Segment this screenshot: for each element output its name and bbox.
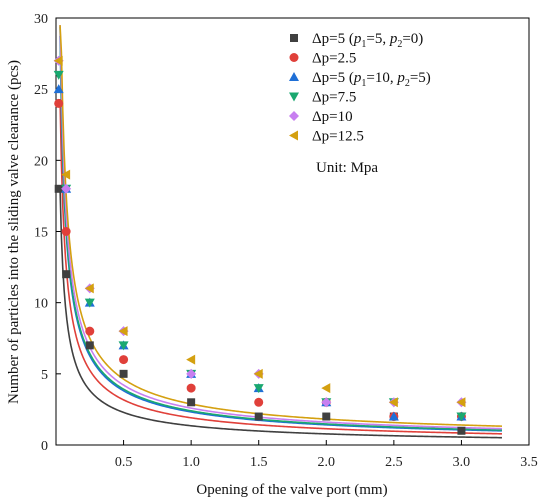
- data-point: [254, 397, 264, 407]
- data-points: [53, 55, 467, 435]
- data-point: [118, 341, 129, 351]
- data-point: [253, 368, 263, 379]
- legend-label: Δp=5 (p1=10, p2=5): [312, 70, 431, 89]
- data-point: [61, 169, 71, 180]
- legend-label: Δp=12.5: [312, 129, 364, 145]
- fit-line: [59, 98, 502, 435]
- data-point: [388, 411, 399, 421]
- legend-marker: [289, 53, 299, 62]
- data-point: [53, 70, 64, 80]
- y-tick-label: 25: [34, 83, 48, 98]
- fit-lines: [59, 25, 502, 439]
- data-point: [84, 298, 95, 308]
- y-axis-title: Number of particles into the sliding val…: [6, 60, 22, 404]
- data-point: [54, 98, 64, 108]
- x-tick-label: 0.5: [115, 455, 133, 470]
- data-point: [62, 270, 71, 279]
- legend-label: Δp=10: [312, 109, 353, 125]
- data-point: [187, 398, 196, 407]
- axis-ticks: 0 5 10 15 20 25 30 0.5 1.0 1.5 2.0 2.5 3.0 3.5: [34, 12, 538, 470]
- legend-label: Δp=7.5: [312, 90, 356, 106]
- data-point: [119, 369, 128, 378]
- data-point: [186, 354, 196, 365]
- x-tick-label: 2.0: [318, 455, 336, 470]
- legend-marker: [290, 34, 298, 42]
- y-tick-label: 15: [34, 226, 48, 241]
- data-point: [118, 326, 128, 337]
- data-point: [322, 412, 331, 421]
- data-point: [54, 184, 63, 193]
- legend-marker: [289, 130, 298, 141]
- fit-line: [59, 26, 502, 431]
- legend-label: Δp=5 (p1=5, p2=0): [312, 31, 423, 50]
- data-point: [186, 368, 197, 379]
- y-tick-label: 10: [34, 297, 48, 312]
- data-point: [321, 397, 332, 408]
- data-point: [388, 397, 398, 408]
- data-point: [253, 384, 264, 394]
- data-point: [85, 326, 95, 336]
- y-tick-label: 0: [41, 439, 48, 454]
- fit-line: [59, 188, 502, 439]
- data-point: [254, 412, 263, 421]
- data-point: [61, 227, 71, 236]
- x-axis-title: Opening of the valve port (mm): [196, 482, 387, 498]
- data-point: [61, 183, 72, 194]
- y-tick-label: 20: [34, 154, 48, 169]
- y-tick-label: 30: [34, 12, 48, 27]
- x-tick-label: 3.5: [520, 455, 538, 470]
- legend-marker: [289, 111, 299, 121]
- data-point: [186, 383, 196, 393]
- data-point: [119, 355, 129, 365]
- legend-marker: [289, 92, 299, 102]
- x-tick-label: 3.0: [453, 455, 471, 470]
- unit-note: Unit: Mpa: [316, 160, 378, 176]
- fit-line: [59, 25, 502, 430]
- legend-marker: [289, 72, 299, 81]
- data-point: [456, 412, 467, 422]
- data-point: [53, 55, 63, 66]
- x-tick-label: 1.0: [182, 455, 200, 470]
- x-tick-label: 1.5: [250, 455, 268, 470]
- data-point: [456, 397, 466, 408]
- data-point: [84, 283, 94, 294]
- legend-label: Δp=2.5: [312, 51, 356, 67]
- fit-line: [59, 25, 502, 427]
- data-point: [457, 426, 466, 435]
- y-tick-label: 5: [41, 368, 48, 383]
- legend: Δp=5 (p1=5, p2=0)Δp=2.5 Δp=5 (p1=10, p2=5…: [289, 31, 431, 145]
- data-point: [53, 84, 64, 94]
- data-point: [321, 383, 331, 394]
- data-point: [85, 341, 94, 350]
- x-tick-label: 2.5: [385, 455, 403, 470]
